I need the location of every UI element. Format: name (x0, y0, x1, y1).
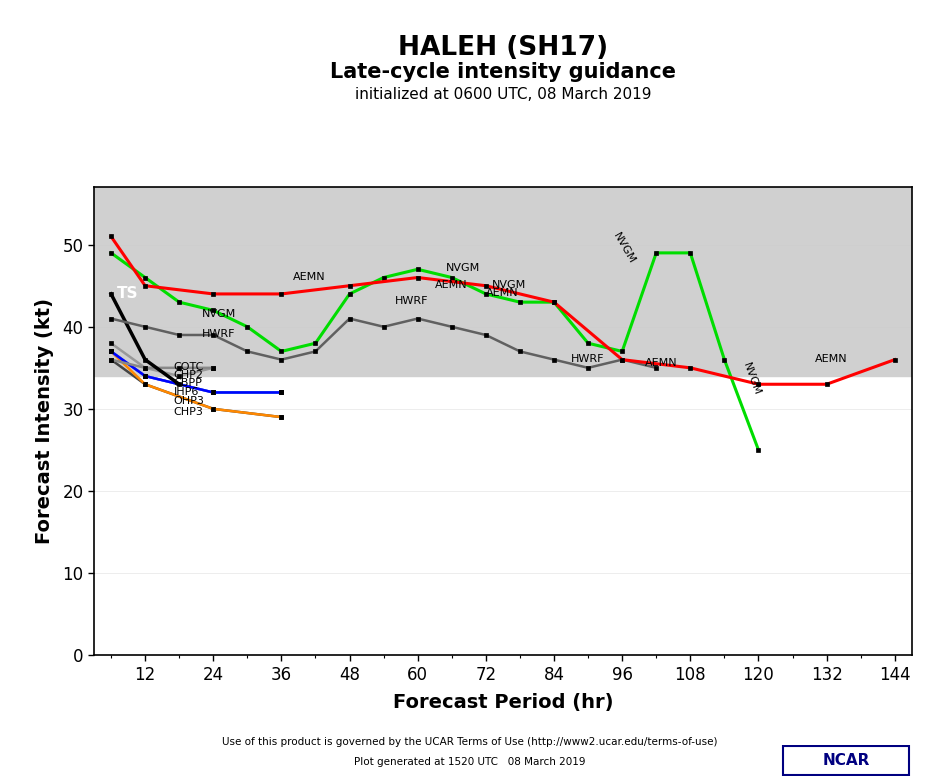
Text: CHP3: CHP3 (174, 407, 203, 417)
Text: NCAR: NCAR (822, 753, 870, 768)
Text: AEMN: AEMN (292, 271, 325, 282)
Text: CBPP: CBPP (174, 378, 202, 388)
Text: AEMN: AEMN (434, 280, 467, 290)
Text: AEMN: AEMN (645, 358, 678, 368)
Text: IHP6: IHP6 (174, 387, 199, 396)
FancyBboxPatch shape (783, 746, 909, 775)
Text: CHP2: CHP2 (174, 370, 203, 380)
Text: AEMN: AEMN (815, 353, 848, 363)
Text: HALEH (SH17): HALEH (SH17) (398, 35, 608, 61)
Text: AEMN: AEMN (486, 288, 519, 298)
Text: NVGM: NVGM (611, 231, 636, 265)
Text: HWRF: HWRF (571, 353, 604, 363)
Text: Use of this product is governed by the UCAR Terms of Use (http://www2.ucar.edu/t: Use of this product is governed by the U… (222, 737, 718, 747)
Text: HWRF: HWRF (395, 296, 429, 307)
X-axis label: Forecast Period (hr): Forecast Period (hr) (393, 693, 613, 711)
Text: NVGM: NVGM (446, 264, 480, 274)
Text: Plot generated at 1520 UTC   08 March 2019: Plot generated at 1520 UTC 08 March 2019 (354, 757, 586, 767)
Text: NVGM: NVGM (742, 361, 762, 396)
Text: Late-cycle intensity guidance: Late-cycle intensity guidance (330, 62, 676, 83)
Text: OHP3: OHP3 (174, 396, 204, 406)
Y-axis label: Forecast Intensity (kt): Forecast Intensity (kt) (35, 298, 55, 544)
Text: TS: TS (117, 286, 138, 301)
Text: COTC: COTC (174, 362, 204, 372)
Text: NVGM: NVGM (492, 280, 525, 290)
Bar (94, 187, 912, 376)
Text: NVGM: NVGM (202, 309, 236, 318)
Text: initialized at 0600 UTC, 08 March 2019: initialized at 0600 UTC, 08 March 2019 (354, 87, 651, 102)
Text: HWRF: HWRF (202, 329, 235, 339)
